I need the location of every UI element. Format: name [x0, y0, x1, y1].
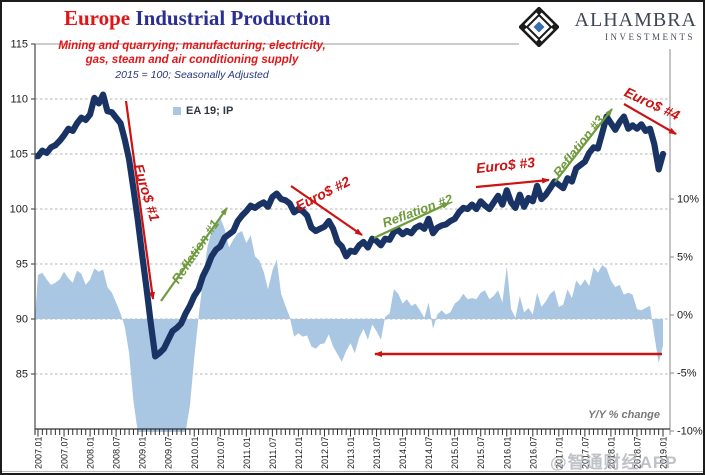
svg-text:105: 105 [10, 149, 28, 161]
svg-text:2014.07: 2014.07 [424, 436, 434, 469]
green-arrow [554, 108, 613, 183]
svg-text:2015.07: 2015.07 [476, 436, 486, 469]
svg-text:2011.07: 2011.07 [268, 437, 278, 469]
svg-text:2008.07: 2008.07 [112, 436, 122, 469]
logo-subtitle: INVESTMENTS [605, 32, 695, 42]
svg-text:2018.01: 2018.01 [606, 436, 616, 469]
svg-text:2007.07: 2007.07 [60, 436, 70, 469]
bottom-divider [2, 471, 703, 472]
red-arrow [623, 103, 677, 135]
title-accent: Europe [64, 6, 131, 30]
red-arrow [124, 100, 156, 300]
svg-text:90: 90 [16, 314, 28, 326]
svg-text:2009.07: 2009.07 [164, 436, 174, 469]
yoy-area-series [35, 217, 663, 432]
svg-text:10%: 10% [677, 194, 699, 206]
svg-text:115: 115 [10, 39, 28, 51]
series-layer [35, 91, 667, 432]
svg-text:2012.07: 2012.07 [320, 436, 330, 469]
svg-text:95: 95 [16, 259, 28, 271]
svg-text:2017.01: 2017.01 [554, 436, 564, 469]
legend-label: EA 19; IP [186, 105, 234, 117]
logo-name: ALHAMBRA [574, 9, 697, 31]
right-axis-series-note: Y/Y % change [588, 409, 660, 421]
watermark: @智通财经APP [550, 453, 678, 472]
chart-subtitle: Mining and quarrying; manufacturing; ele… [42, 40, 342, 83]
svg-text:2019.01: 2019.01 [659, 436, 669, 469]
svg-text:2013.07: 2013.07 [372, 436, 382, 469]
svg-text:100: 100 [10, 204, 28, 216]
svg-text:2015.01: 2015.01 [450, 436, 460, 469]
green-arrow [373, 202, 450, 239]
svg-text:2009.01: 2009.01 [138, 436, 148, 469]
subtitle-line1: Mining and quarrying; manufacturing; ele… [58, 40, 326, 52]
right-axis-labels: 10% 5% 0% -5% -10% [670, 194, 703, 438]
svg-text:2018.07: 2018.07 [633, 436, 643, 469]
subtitle-line2: gas, steam and air conditioning supply [85, 53, 299, 66]
green-arrow [160, 207, 228, 302]
ip-index-line-series [35, 91, 667, 360]
alhambra-diamond-icon [519, 7, 559, 47]
svg-text:2014.01: 2014.01 [398, 436, 408, 469]
page-title: Europe Industrial Production [64, 6, 330, 31]
svg-text:5%: 5% [677, 252, 693, 264]
svg-text:2012.01: 2012.01 [294, 436, 304, 469]
axes [34, 43, 671, 437]
svg-text:2013.01: 2013.01 [346, 436, 356, 469]
svg-text:-10%: -10% [677, 426, 703, 438]
subtitle-line3: 2015 = 100; Seasonally Adjusted [115, 69, 269, 81]
svg-text:2016.07: 2016.07 [528, 436, 538, 469]
svg-text:0%: 0% [677, 310, 693, 322]
svg-text:-5%: -5% [677, 368, 697, 380]
chart-legend: EA 19; IP [173, 105, 233, 117]
svg-text:2016.01: 2016.01 [502, 436, 512, 469]
title-rest: Industrial Production [130, 6, 331, 30]
annotation-euro-3: Euro$ #3 [475, 154, 536, 176]
annotation-euro-4: Euro$ #4 [622, 84, 683, 124]
svg-text:2011.01: 2011.01 [242, 437, 252, 469]
svg-text:2007.01: 2007.01 [34, 436, 44, 469]
legend-swatch-icon [173, 107, 181, 115]
x-axis-labels: 2007.01 2007.07 2008.01 2008.07 2009.01 2009.… [34, 436, 669, 469]
red-arrow [475, 177, 550, 189]
alhambra-logo: ALHAMBRA INVESTMENTS [519, 5, 697, 49]
svg-text:2010.01: 2010.01 [190, 436, 200, 469]
svg-text:85: 85 [16, 369, 28, 381]
svg-text:2010.07: 2010.07 [216, 436, 226, 469]
red-arrow [290, 185, 363, 236]
left-axis-labels: 115 110 105 100 95 90 85 [10, 39, 35, 381]
svg-text:2017.07: 2017.07 [580, 436, 590, 469]
svg-text:110: 110 [10, 94, 28, 106]
svg-text:2008.01: 2008.01 [86, 436, 96, 469]
annotation-arrows [124, 100, 677, 357]
